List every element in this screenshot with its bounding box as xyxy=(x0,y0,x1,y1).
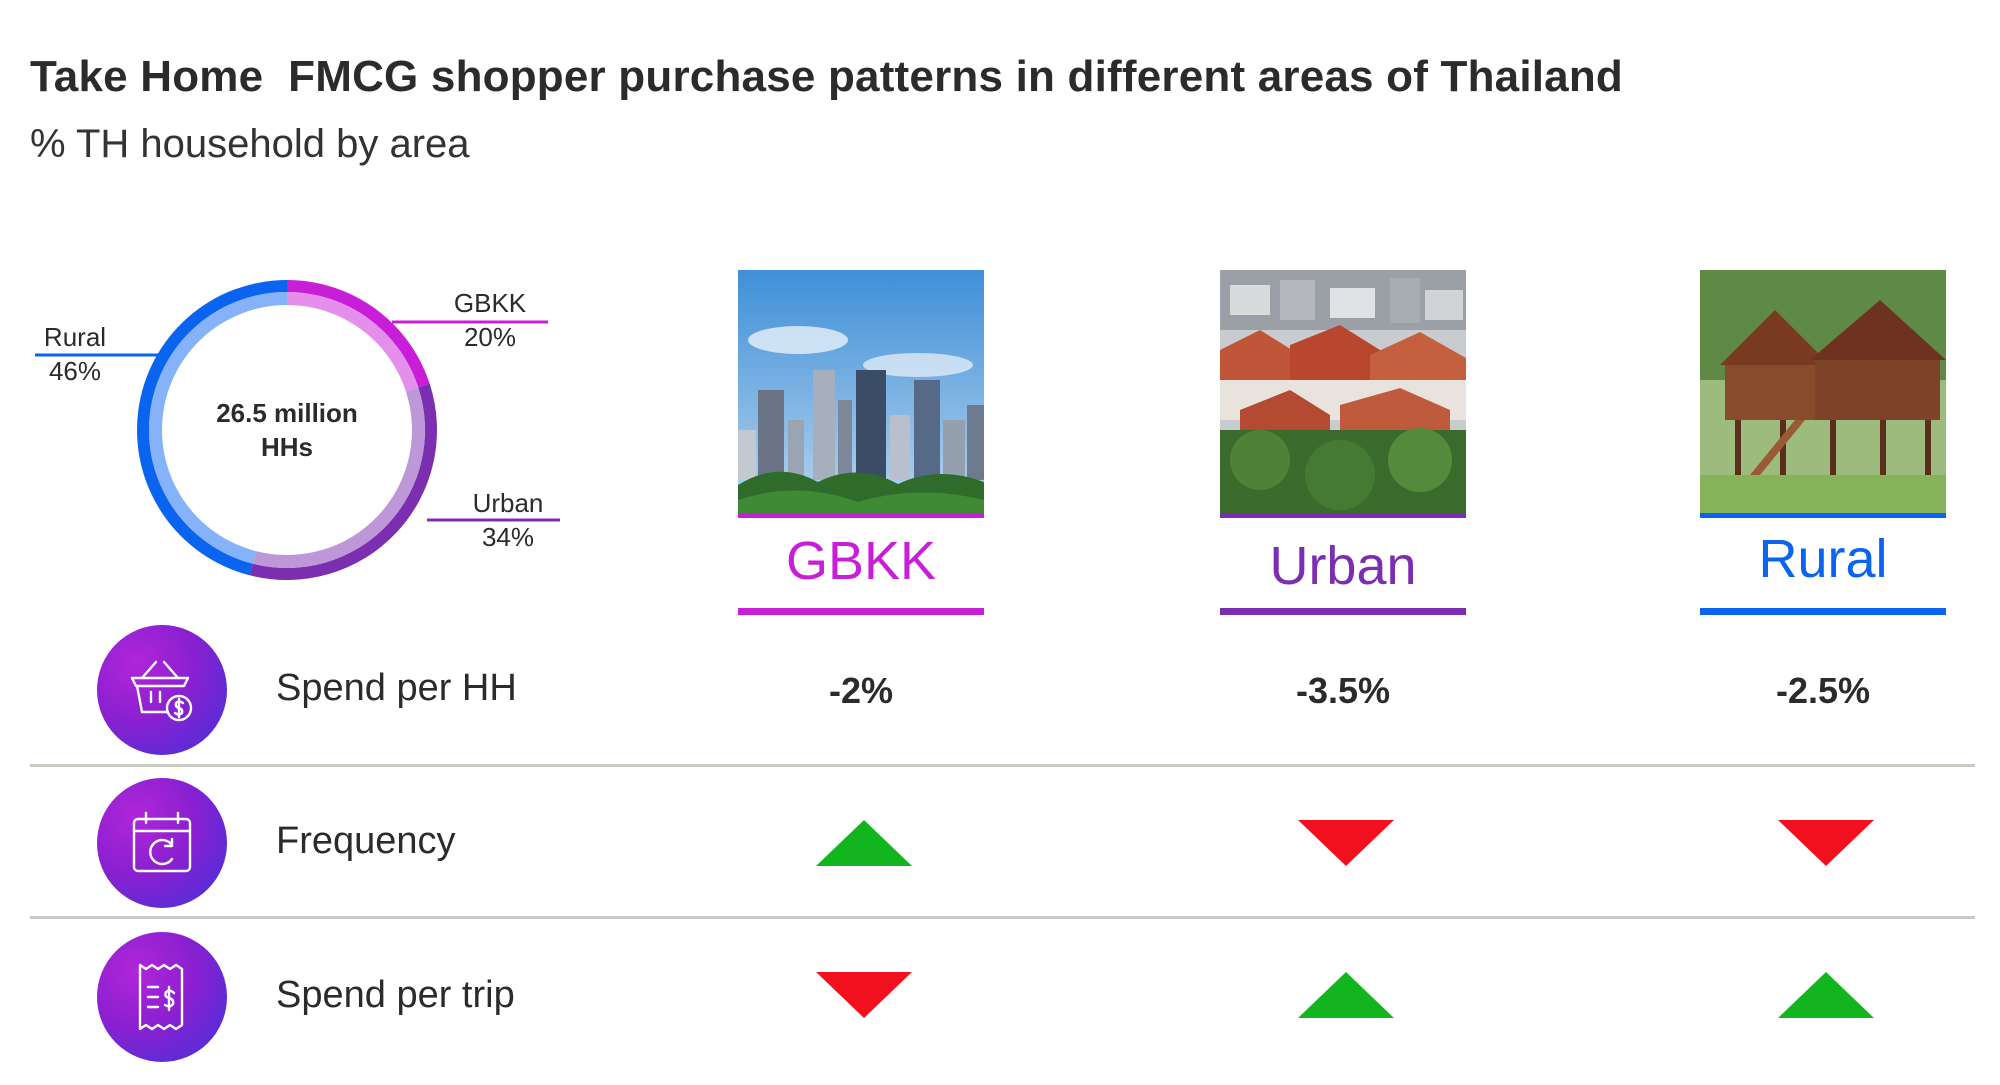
slice-value-urban: 34% xyxy=(482,522,534,552)
slice-name-gbkk: GBKK xyxy=(454,288,527,318)
column-header-rural: Rural xyxy=(1758,529,1888,589)
rural-header-underline xyxy=(1700,608,1946,615)
spend-per-hh-rural-value: -2.5% xyxy=(1775,670,1871,711)
row-label-frequency: Frequency xyxy=(276,820,456,862)
down-triangle-icon xyxy=(1298,820,1394,866)
row-divider xyxy=(30,764,1975,767)
column-header-urban: Urban xyxy=(1269,536,1417,596)
frequency-urban-indicator xyxy=(1298,820,1394,866)
slice-name-urban: Urban xyxy=(473,488,544,518)
donut-slice-urban xyxy=(249,383,437,580)
frequency-rural-indicator xyxy=(1778,820,1874,866)
donut-chart: GBKK 20% Urban 34% Rural 46% 26.5 million HHs xyxy=(35,280,560,580)
row-label-spend-per-trip: Spend per trip xyxy=(276,974,515,1016)
up-triangle-icon xyxy=(816,820,912,866)
gbkk-image-underline xyxy=(738,513,984,518)
urban-image-underline xyxy=(1220,513,1466,518)
rural-house-image xyxy=(1700,270,1946,518)
gbkk-header-underline xyxy=(738,608,984,615)
slice-value-gbkk: 20% xyxy=(464,322,516,352)
down-triangle-icon xyxy=(1778,820,1874,866)
row-label-spend-per-hh: Spend per HH xyxy=(276,667,517,709)
donut-slice-inner-urban xyxy=(252,387,425,568)
spend-per-trip-urban-indicator xyxy=(1298,972,1394,1018)
page-title: Take Home FMCG shopper purchase patterns… xyxy=(30,52,1624,101)
spend-per-trip-rural-indicator xyxy=(1778,972,1874,1018)
up-triangle-icon xyxy=(1298,972,1394,1018)
rural-image-underline xyxy=(1700,513,1946,518)
donut-slice-inner-gbkk xyxy=(287,292,419,392)
gbkk-city-image xyxy=(738,270,984,518)
donut-center-label: 26.5 million xyxy=(216,398,358,428)
donut-slice-gbkk xyxy=(287,280,430,388)
frequency-gbkk-indicator xyxy=(816,820,912,866)
urban-town-image xyxy=(1220,270,1466,518)
column-header-gbkk: GBKK xyxy=(785,531,937,591)
row-divider xyxy=(30,916,1975,919)
calendar-refresh-icon xyxy=(97,778,227,908)
urban-header-underline xyxy=(1220,608,1466,615)
receipt-dollar-icon xyxy=(97,932,227,1062)
donut-center-sublabel: HHs xyxy=(261,432,313,462)
down-triangle-icon xyxy=(816,972,912,1018)
up-triangle-icon xyxy=(1778,972,1874,1018)
spend-per-hh-gbkk-value: -2% xyxy=(828,670,894,711)
page-subtitle: % TH household by area xyxy=(30,122,470,166)
slice-name-rural: Rural xyxy=(44,322,106,352)
spend-per-trip-gbkk-indicator xyxy=(816,972,912,1018)
shopping-basket-dollar-icon xyxy=(97,625,227,755)
spend-per-hh-urban-value: -3.5% xyxy=(1295,670,1391,711)
slice-value-rural: 46% xyxy=(49,356,101,386)
